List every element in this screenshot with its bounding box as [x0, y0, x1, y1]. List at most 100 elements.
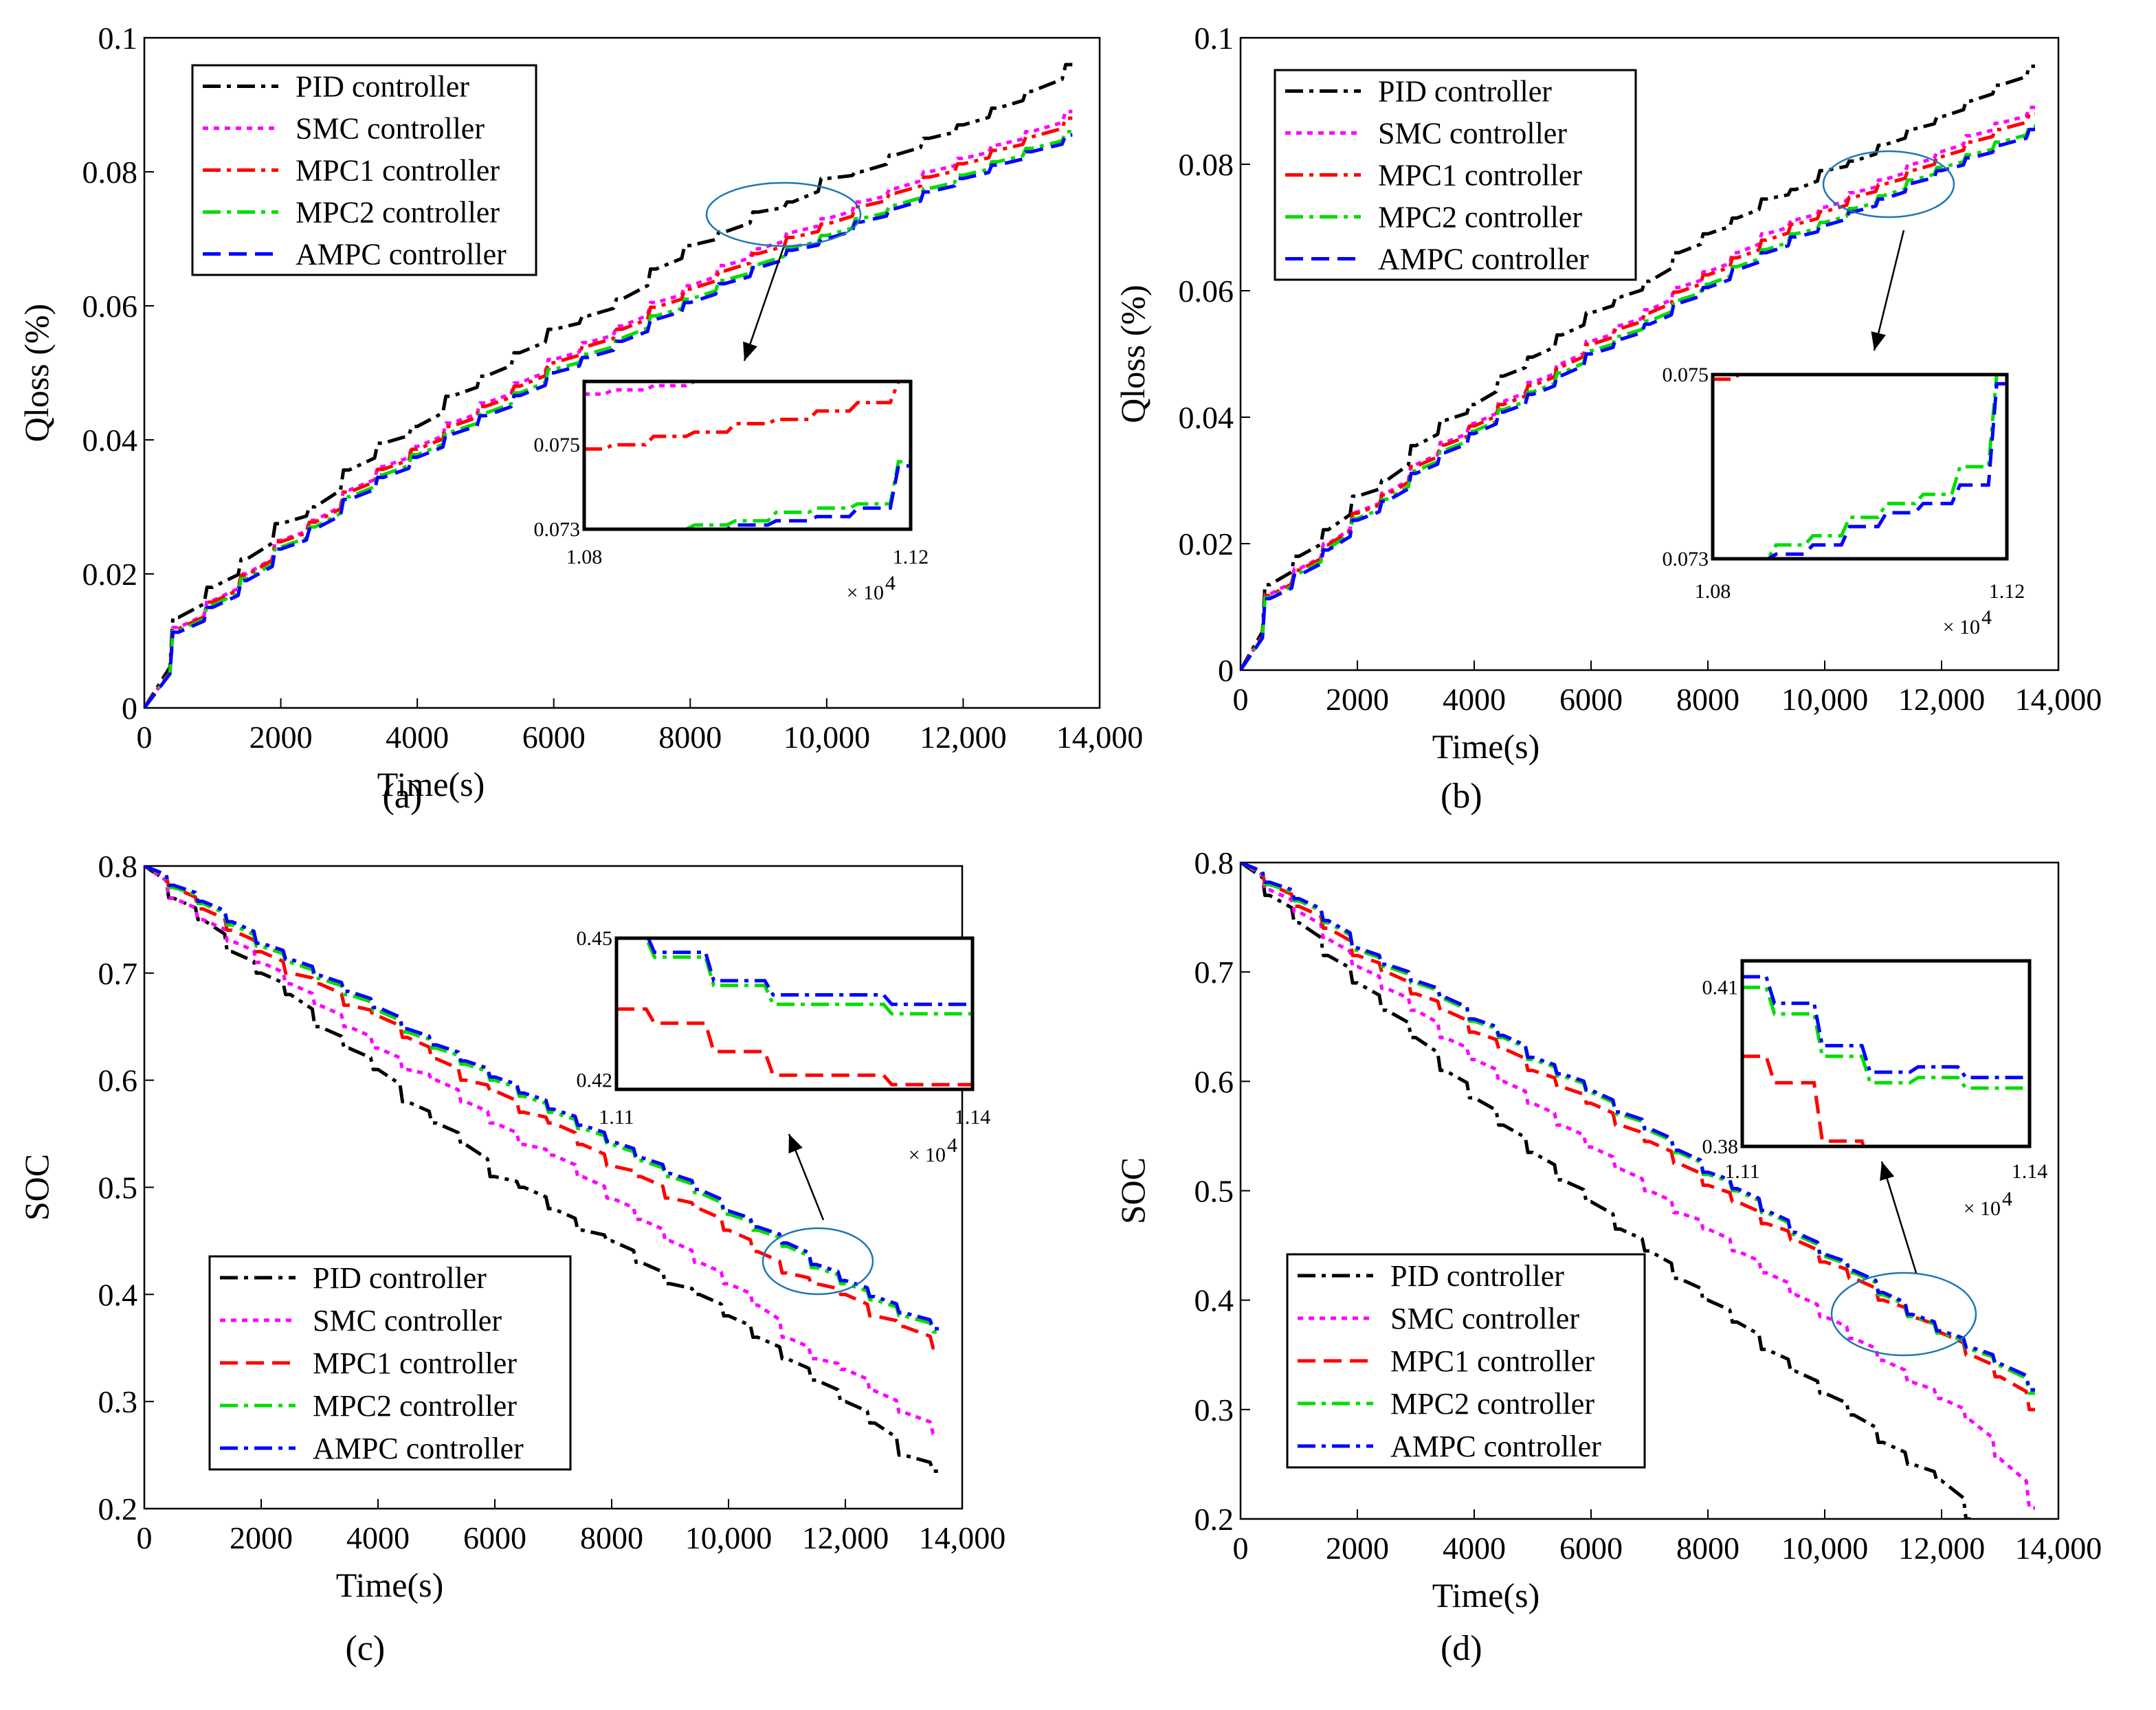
series-group: [1241, 64, 2035, 670]
y-axis-label: Qloss (%): [1113, 285, 1152, 423]
inset-frame: [1711, 373, 2009, 561]
inset-background: [1742, 961, 2030, 1146]
inset-multiplier-exponent: 4: [2002, 1188, 2012, 1210]
x-tick-label: 2000: [1326, 1531, 1389, 1566]
inset-y-tick-label: 0.073: [534, 518, 581, 541]
series-line-4: [144, 130, 1073, 708]
x-tick-label: 10,000: [784, 720, 871, 755]
y-tick-label: 0.6: [1194, 1064, 1234, 1099]
x-tick-label: 8000: [658, 720, 722, 755]
plot-frame: [1239, 36, 2060, 671]
inset-y-tick-label: 0.45: [577, 927, 613, 950]
legend-label: SMC controller: [296, 112, 485, 146]
zoom-arrow: [743, 247, 785, 362]
inset-multiplier-exponent: 4: [947, 1134, 957, 1157]
y-tick-label: 0.7: [98, 956, 138, 991]
inset-plot: 0.41 0.381.11 1.14 × 10 4: [1702, 959, 2047, 1220]
inset-plot: 0.075 0.073 1.08 1.12 × 10 4: [1663, 364, 2025, 639]
zoom-arrowhead: [788, 1134, 803, 1154]
inset-series-line-3: [649, 460, 911, 529]
series-line-2: [1241, 863, 2035, 1510]
zoom-arrowhead: [1871, 331, 1886, 351]
x-tick-label: 8000: [1676, 1531, 1740, 1566]
legend-label: MPC2 controller: [1378, 201, 1582, 234]
inset-series-group: [616, 938, 973, 1087]
legend-label: SMC controller: [1390, 1302, 1579, 1335]
y-tick-label: 0.02: [1179, 526, 1234, 562]
x-tick-label: 4000: [386, 720, 449, 755]
x-axis-label: Time(s): [1432, 1576, 1540, 1614]
inset-background: [584, 381, 911, 529]
zoom-arrowhead: [743, 341, 757, 361]
inset-y-tick-label: 0.075: [534, 434, 581, 456]
y-tick-label: 0.1: [98, 21, 138, 56]
zoom-arrow: [1873, 230, 1905, 351]
series-line-2: [144, 866, 939, 1436]
x-tick-label: 4000: [1443, 1531, 1506, 1566]
x-axis-label: Time(s): [377, 765, 485, 803]
inset-y-tick-label: 0.075: [1663, 364, 1709, 386]
inset-frame: [1740, 959, 2032, 1148]
inset-series-line-1: [616, 1007, 973, 1087]
y-tick-label: 0.08: [1179, 147, 1234, 182]
panel-caption: (b): [1441, 777, 1482, 816]
zoom-arrow: [1880, 1161, 1918, 1274]
legend-label: MPC1 controller: [1390, 1344, 1594, 1378]
y-tick-label: 0.4: [1194, 1283, 1234, 1318]
chart-panel-1: 0 2000 4000 6000 8000 10,000 12,000 14,000 0 0.02…: [17, 21, 1143, 816]
legend-label: MPC2 controller: [1390, 1387, 1594, 1421]
inset-multiplier-exponent: 4: [885, 572, 896, 595]
legend-label: AMPC controller: [313, 1432, 524, 1465]
inset-multiplier: × 10: [1943, 616, 1980, 639]
y-axis-label: SOC: [1113, 1157, 1152, 1224]
inset-x-tick-label: 1.12: [893, 546, 929, 568]
inset-multiplier: × 10: [1964, 1197, 2001, 1220]
x-tick-label: 2000: [249, 720, 313, 755]
x-tick-label: 2000: [230, 1520, 293, 1555]
x-tick-label: 8000: [1676, 682, 1740, 717]
series-line-5: [1241, 863, 2035, 1392]
legend: PID controller SMC controller MPC1 control…: [208, 1255, 572, 1471]
inset-multiplier: × 10: [847, 581, 884, 604]
y-tick-label: 0.5: [98, 1170, 138, 1206]
legend-label: PID controller: [1390, 1259, 1564, 1293]
series-group: [1241, 863, 2035, 1519]
x-tick-label: 6000: [463, 1520, 526, 1555]
legend-label: SMC controller: [1378, 117, 1567, 151]
legend-label: PID controller: [296, 70, 469, 104]
legend-label: AMPC controller: [296, 238, 507, 271]
y-tick-label: 0.6: [98, 1063, 138, 1098]
legend-label: PID controller: [313, 1261, 487, 1295]
legend-label: PID controller: [1378, 75, 1552, 109]
inset-series-line-3: [1742, 975, 2030, 1080]
x-tick-label: 10,000: [685, 1520, 773, 1555]
panel-caption: (d): [1441, 1629, 1482, 1668]
x-tick-label: 14,000: [2015, 1531, 2102, 1566]
x-tick-label: 10,000: [1781, 682, 1869, 717]
x-tick-label: 12,000: [1898, 682, 1986, 717]
inset-series-line-2: [616, 938, 973, 1016]
y-tick-label: 0: [1218, 653, 1234, 688]
y-axis-label: Qloss (%): [17, 304, 56, 442]
series-line-1: [1241, 863, 1971, 1519]
inset-y-tick-label: 0.38: [1702, 1135, 1739, 1158]
y-tick-label: 0.7: [1194, 955, 1234, 990]
series-line-2: [1241, 105, 2035, 670]
series-line-5: [144, 133, 1073, 708]
x-axis-label: Time(s): [1432, 727, 1540, 766]
x-tick-label: 8000: [580, 1520, 643, 1555]
y-tick-label: 0.04: [82, 423, 138, 458]
inset-series-group: [584, 381, 911, 529]
inset-y-tick-label: 0.42: [577, 1069, 613, 1091]
y-tick-label: 0.06: [82, 289, 138, 324]
panel-caption: (c): [345, 1629, 385, 1668]
inset-series-line-2: [1742, 986, 2030, 1090]
chart-panel-2: 0 2000 4000 6000 8000 10,000 12,000 14,000 0 0.02…: [1113, 21, 2102, 816]
inset-y-tick-label: 0.41: [1702, 977, 1739, 999]
x-tick-label: 10,000: [1781, 1531, 1869, 1566]
legend-label: AMPC controller: [1390, 1430, 1601, 1463]
inset-frame: [582, 379, 913, 531]
inset-x-tick-label: 1.14: [955, 1106, 991, 1129]
inset-plot: 0.075 0.073 1.08 1.12 × 10 4: [534, 379, 929, 604]
